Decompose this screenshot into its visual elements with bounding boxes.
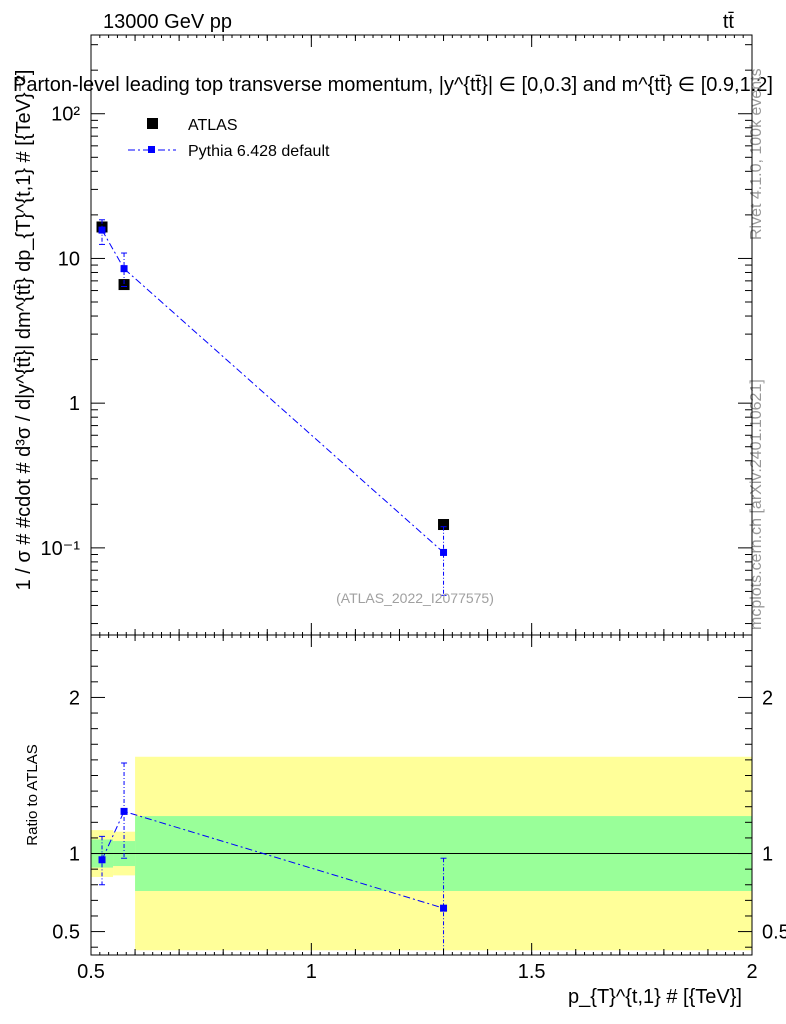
ratio-y-label: Ratio to ATLAS <box>24 744 41 845</box>
ratio-y-tick-label-right: 0.5 <box>762 922 786 944</box>
process-label: tt̄ <box>723 11 735 33</box>
x-tick-label: 0.5 <box>77 961 105 983</box>
pythia-point <box>98 226 106 234</box>
rivet-label: Rivet 4.1.0, 100k events <box>748 68 765 240</box>
ratio-point <box>440 904 448 912</box>
x-axis-label: p_{T}^{t,1} # [{TeV}] <box>568 986 742 1008</box>
x-tick-label: 1 <box>306 961 317 983</box>
legend: ATLAS Pythia 6.428 default <box>128 117 330 160</box>
watermark: (ATLAS_2022_I2077575) <box>336 590 494 606</box>
pythia-point <box>120 265 128 273</box>
main-y-label: 1 / σ # #cdot # d³σ / d|y^{tt̄}| dm^{tt̄… <box>13 70 35 591</box>
x-tick-label: 1.5 <box>518 961 546 983</box>
energy-label: 13000 GeV pp <box>103 11 232 33</box>
y-tick-label: 10² <box>51 104 80 126</box>
ratio-pythia-line <box>101 810 444 909</box>
legend-pythia-label: Pythia 6.428 default <box>188 143 330 160</box>
x-tick-label: 2 <box>746 961 757 983</box>
atlas-point <box>438 519 450 531</box>
ratio-y-tick-label: 1 <box>69 844 80 866</box>
ratio-y-tick-label-right: 1 <box>762 844 773 866</box>
ratio-panel: 0.5 1 1.5 20.5 0.51 12 2 Ratio to ATLAS p_{T}^… <box>24 634 786 1008</box>
ratio-frame <box>90 634 753 956</box>
atlas-point <box>118 279 130 291</box>
y-tick-label: 1 <box>69 393 80 415</box>
legend-atlas-marker <box>147 118 158 129</box>
ratio-point <box>98 856 106 864</box>
legend-atlas-label: ATLAS <box>188 117 238 134</box>
ratio-y-tick-label: 2 <box>69 687 80 709</box>
ratio-y-tick-label: 0.5 <box>52 922 80 944</box>
plot-title: Parton-level leading top transverse mome… <box>13 74 773 96</box>
legend-pythia-marker <box>148 146 155 153</box>
pythia-point <box>440 548 448 556</box>
ratio-y-tick-label-right: 2 <box>762 687 773 709</box>
pythia-line <box>101 229 444 553</box>
y-tick-label: 10⁻¹ <box>41 538 81 560</box>
ratio-point <box>120 807 128 815</box>
y-tick-label: 10 <box>58 248 80 270</box>
main-panel: 10² 10 1 10⁻¹ (ATLAS_2022_I2077575) 1 / σ #… <box>13 34 753 636</box>
